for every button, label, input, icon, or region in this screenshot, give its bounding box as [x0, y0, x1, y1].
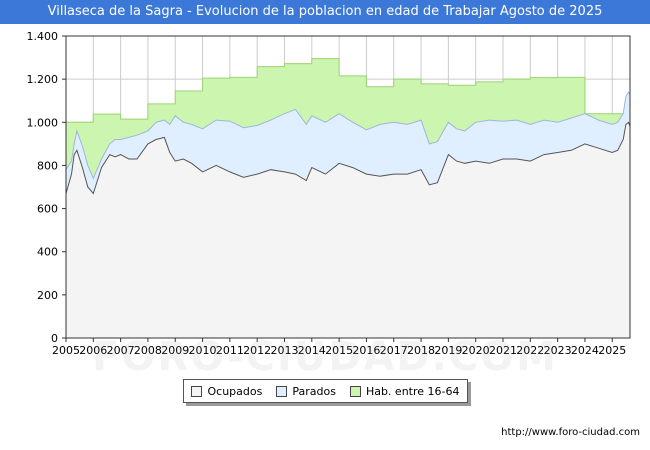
- y-tick-label: 0: [51, 332, 58, 345]
- x-tick-label: 2011: [216, 344, 244, 357]
- x-tick-label: 2015: [325, 344, 353, 357]
- y-tick-label: 200: [37, 289, 58, 302]
- x-tick-label: 2025: [598, 344, 626, 357]
- x-tick-label: 2017: [380, 344, 408, 357]
- y-tick-label: 400: [37, 246, 58, 259]
- parados-line: [65, 91, 631, 180]
- x-tick-label: 2013: [270, 344, 298, 357]
- legend-label-parados: Parados: [292, 384, 336, 398]
- legend-swatch-hab: [349, 385, 361, 397]
- x-tick-label: 2023: [544, 344, 572, 357]
- hab-line: [66, 58, 630, 123]
- x-tick-label: 2012: [243, 344, 271, 357]
- x-tick-label: 2005: [52, 344, 80, 357]
- plot-border: [65, 35, 631, 339]
- watermark: FORO-CIUDAD.COM: [92, 334, 558, 380]
- x-tick-label: 2018: [407, 344, 435, 357]
- x-tick-label: 2010: [189, 344, 217, 357]
- area-layer: [65, 58, 631, 338]
- legend-swatch-ocupados: [191, 385, 203, 397]
- x-tick-label: 2016: [352, 344, 380, 357]
- ocupados-line: [65, 121, 631, 195]
- legend-entry-parados: Parados: [276, 385, 336, 398]
- x-tick-label: 2009: [161, 344, 189, 357]
- y-tick-label: 1.200: [27, 73, 59, 86]
- x-tick-label: 2006: [79, 344, 107, 357]
- x-tick-label: 2008: [134, 344, 162, 357]
- x-tick-label: 2020: [462, 344, 490, 357]
- legend-label-ocupados: Ocupados: [207, 384, 263, 398]
- x-tick-label: 2019: [434, 344, 462, 357]
- ocupados-area: [66, 122, 630, 338]
- legend-entry-ocupados: Ocupados: [191, 385, 262, 398]
- x-tick-label: 2007: [107, 344, 135, 357]
- label-layer: 0 200 400 600 800 1.000 1.200 1.400 2005 2006 2007…: [27, 30, 627, 357]
- legend: Ocupados Parados Hab. entre 16-64: [183, 379, 468, 403]
- chart-title: Villaseca de la Sagra - Evolucion de la …: [0, 0, 650, 24]
- x-tick-label: 2014: [298, 344, 326, 357]
- y-tick-label: 800: [37, 159, 58, 172]
- x-tick-label: 2022: [516, 344, 544, 357]
- x-tick-label: 2021: [489, 344, 517, 357]
- y-tick-label: 1.400: [27, 30, 59, 43]
- y-tick-label: 600: [37, 203, 58, 216]
- axis-layer: [62, 35, 631, 342]
- legend-label-hab: Hab. entre 16-64: [365, 384, 460, 398]
- legend-swatch-parados: [276, 385, 288, 397]
- legend-entry-hab: Hab. entre 16-64: [349, 384, 460, 398]
- source-url[interactable]: http://www.foro-ciudad.com: [501, 427, 640, 438]
- y-tick-label: 1.000: [27, 116, 59, 129]
- x-tick-label: 2024: [571, 344, 599, 357]
